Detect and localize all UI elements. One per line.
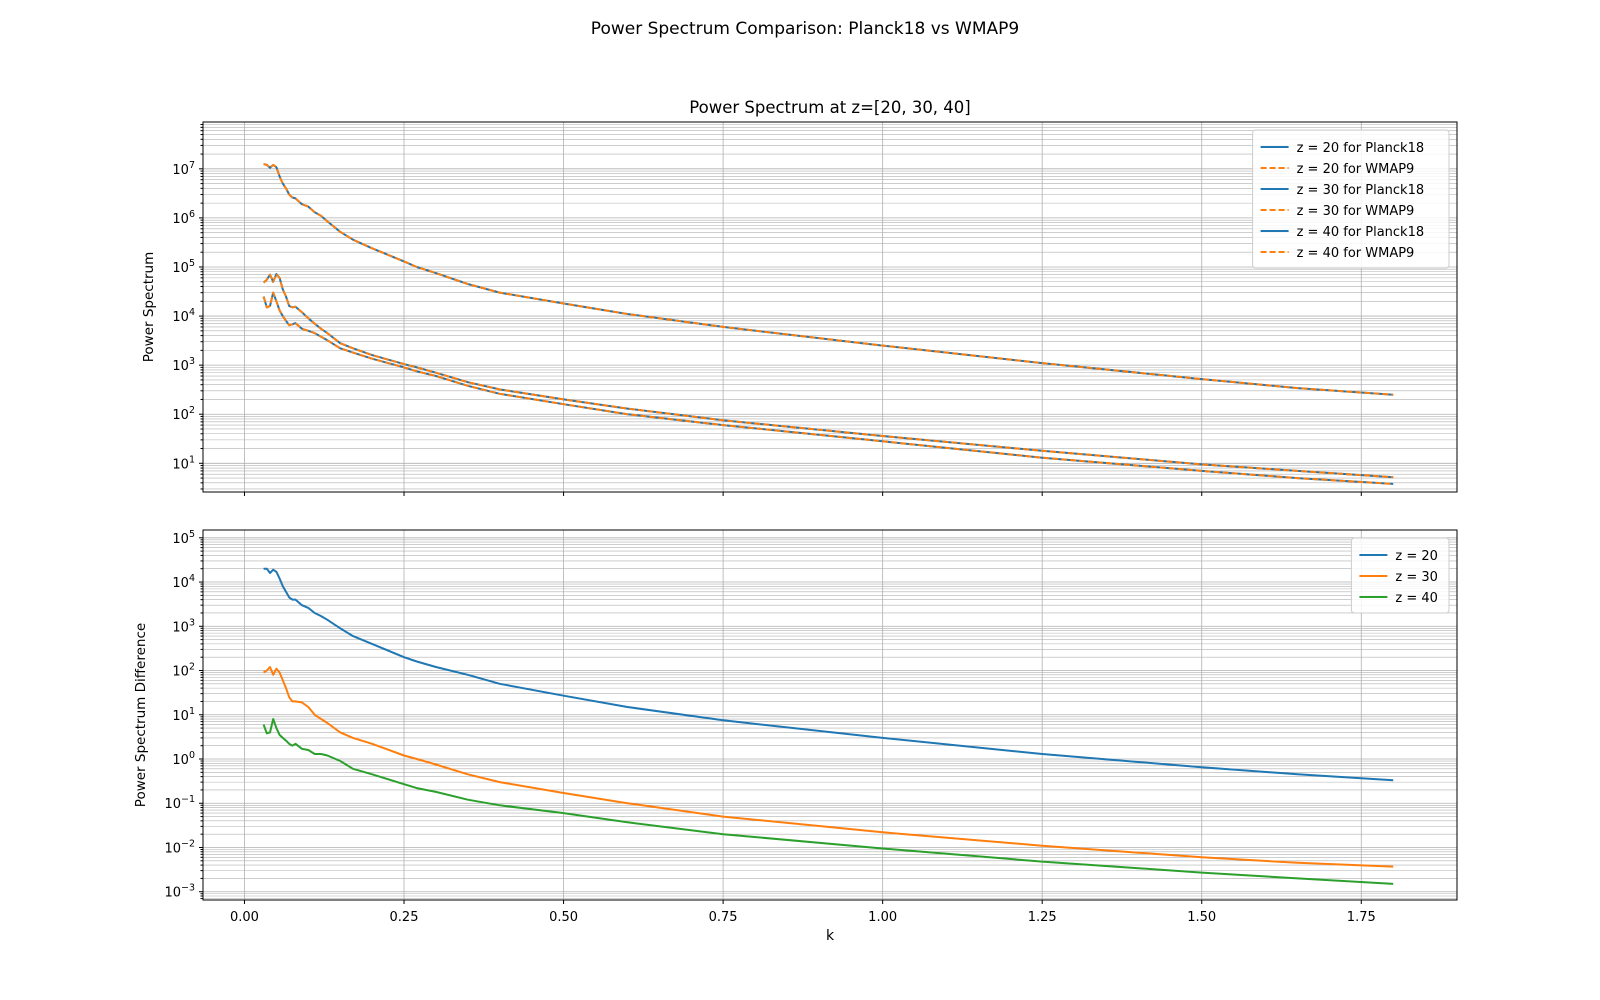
y-tick-label: 107 [172, 160, 195, 178]
y-axis-label: Power Spectrum [141, 252, 157, 363]
y-tick-label: 100 [172, 750, 195, 768]
plot-frame [202, 121, 1458, 493]
series-line-z-40-for-planck18 [262, 291, 1394, 485]
y-tick-label: 10−2 [164, 838, 195, 856]
series-line-z-20-for-wmap9 [263, 163, 1394, 396]
top-panel: 101 102 103 104 105 106 107 Power Spectrum at z… [141, 98, 1458, 496]
figure-title: Power Spectrum Comparison: Planck18 vs W… [591, 19, 1019, 39]
legend-label: z = 20 [1395, 549, 1438, 564]
legend: z = 20 z = 30 z = 40 [1350, 537, 1450, 614]
series-line-z-20-for-planck18 [263, 163, 1394, 396]
y-tick-label: 10−3 [164, 883, 195, 901]
y-tick-label: 10−1 [164, 794, 195, 812]
panel-title: Power Spectrum at z=[20, 30, 40] [689, 98, 970, 117]
y-tick-label: 104 [172, 573, 195, 591]
legend-label: z = 20 for Planck18 [1297, 141, 1425, 156]
legend-label: z = 40 for WMAP9 [1297, 246, 1415, 261]
series-line-z-40 [262, 718, 1394, 885]
legend-frame [1350, 537, 1450, 614]
legend-label: z = 20 for WMAP9 [1297, 162, 1415, 177]
legend: z = 20 for Planck18 z = 20 for WMAP9 z = 3… [1252, 129, 1450, 269]
series-line-z-40-for-wmap9 [262, 291, 1394, 485]
series-line-z-20 [263, 567, 1394, 782]
x-tick-label: 0.50 [549, 910, 578, 925]
plot-frame [202, 529, 1458, 901]
x-tick-label: 0.00 [230, 910, 259, 925]
y-axis-label: Power Spectrum Difference [133, 623, 149, 807]
series-line-z-30 [263, 666, 1394, 868]
x-tick-label: 1.00 [868, 910, 897, 925]
legend-label: z = 30 for WMAP9 [1297, 204, 1415, 219]
y-tick-label: 101 [172, 454, 195, 472]
legend-label: z = 30 [1395, 570, 1438, 585]
legend-label: z = 30 for Planck18 [1297, 183, 1425, 198]
x-axis-label: k [826, 928, 835, 944]
x-tick-label: 0.25 [390, 910, 419, 925]
x-tick-label: 1.25 [1028, 910, 1057, 925]
y-tick-label: 102 [172, 662, 195, 680]
legend-label: z = 40 [1395, 591, 1438, 606]
y-tick-label: 105 [172, 529, 195, 547]
legend-label: z = 40 for Planck18 [1297, 225, 1425, 240]
y-tick-label: 103 [172, 617, 195, 635]
y-tick-label: 104 [172, 307, 195, 325]
legend-frame [1252, 129, 1450, 269]
bottom-panel: 10−3 10−2 10−1 100 101 102 103 104 105 0.00 0.25 0.… [133, 529, 1458, 944]
y-tick-label: 102 [172, 405, 195, 423]
y-tick-label: 105 [172, 258, 195, 276]
y-tick-label: 101 [172, 706, 195, 724]
y-tick-label: 103 [172, 356, 195, 374]
x-tick-label: 1.75 [1347, 910, 1376, 925]
x-tick-label: 0.75 [709, 910, 738, 925]
y-tick-label: 106 [172, 209, 195, 227]
x-tick-label: 1.50 [1187, 910, 1216, 925]
series-line-z-30-for-wmap9 [262, 273, 1394, 479]
